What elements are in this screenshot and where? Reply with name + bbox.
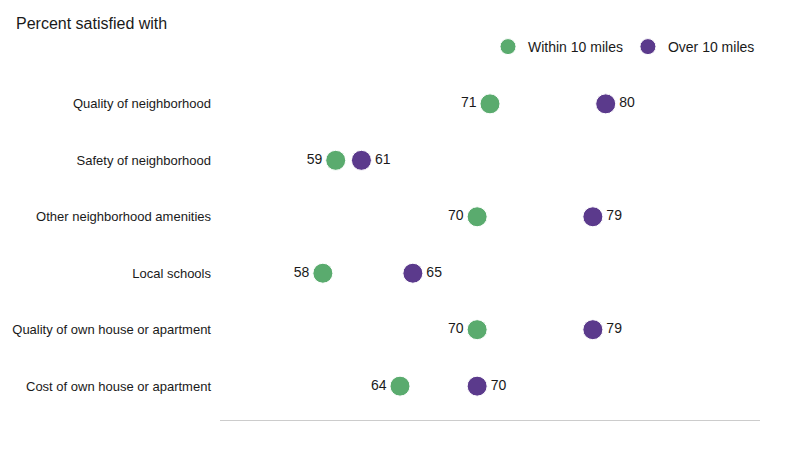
svg-text:70: 70: [448, 320, 464, 336]
svg-text:Percent satisfied with: Percent satisfied with: [16, 15, 167, 32]
svg-text:Other neighborhood amenities: Other neighborhood amenities: [36, 209, 211, 224]
svg-text:61: 61: [375, 151, 391, 167]
svg-text:Within 10 miles: Within 10 miles: [528, 39, 623, 55]
svg-text:Quality of neighborhood: Quality of neighborhood: [73, 96, 211, 111]
svg-text:80: 80: [619, 94, 635, 110]
svg-text:Safety of neighborhood: Safety of neighborhood: [77, 153, 211, 168]
svg-text:70: 70: [448, 207, 464, 223]
svg-text:58: 58: [294, 264, 310, 280]
svg-text:64: 64: [371, 377, 387, 393]
svg-text:Cost of own house or apartment: Cost of own house or apartment: [26, 379, 211, 394]
svg-text:65: 65: [426, 264, 442, 280]
svg-text:71: 71: [461, 94, 477, 110]
svg-text:70: 70: [491, 377, 507, 393]
svg-text:59: 59: [307, 151, 323, 167]
svg-text:79: 79: [606, 320, 622, 336]
svg-text:Local schools: Local schools: [132, 266, 211, 281]
svg-text:Over 10 miles: Over 10 miles: [668, 39, 754, 55]
svg-text:79: 79: [606, 207, 622, 223]
svg-text:Quality of own house or apartm: Quality of own house or apartment: [12, 322, 211, 337]
